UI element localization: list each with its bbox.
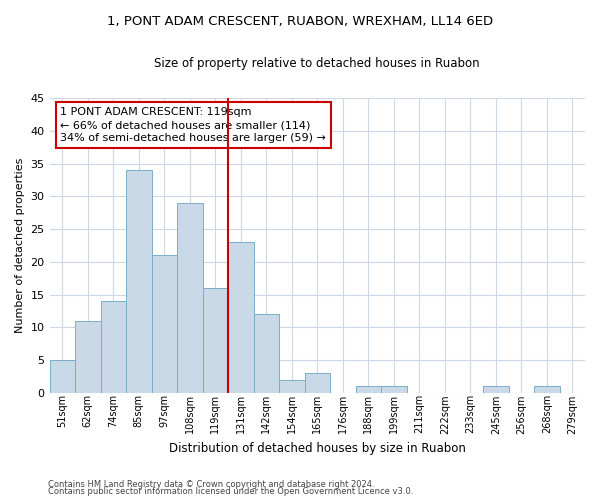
Bar <box>483 386 509 393</box>
Bar <box>126 170 152 393</box>
Bar <box>152 255 177 393</box>
Text: 1 PONT ADAM CRESCENT: 119sqm
← 66% of detached houses are smaller (114)
34% of s: 1 PONT ADAM CRESCENT: 119sqm ← 66% of de… <box>60 107 326 144</box>
Bar <box>177 203 203 393</box>
X-axis label: Distribution of detached houses by size in Ruabon: Distribution of detached houses by size … <box>169 442 466 455</box>
Text: 1, PONT ADAM CRESCENT, RUABON, WREXHAM, LL14 6ED: 1, PONT ADAM CRESCENT, RUABON, WREXHAM, … <box>107 15 493 28</box>
Bar <box>50 360 75 393</box>
Bar <box>228 242 254 393</box>
Bar <box>356 386 381 393</box>
Y-axis label: Number of detached properties: Number of detached properties <box>15 158 25 333</box>
Text: Contains public sector information licensed under the Open Government Licence v3: Contains public sector information licen… <box>48 488 413 496</box>
Bar <box>305 373 330 393</box>
Bar <box>75 320 101 393</box>
Title: Size of property relative to detached houses in Ruabon: Size of property relative to detached ho… <box>154 58 480 70</box>
Text: Contains HM Land Registry data © Crown copyright and database right 2024.: Contains HM Land Registry data © Crown c… <box>48 480 374 489</box>
Bar <box>101 301 126 393</box>
Bar <box>381 386 407 393</box>
Bar <box>203 288 228 393</box>
Bar <box>254 314 279 393</box>
Bar <box>534 386 560 393</box>
Bar <box>279 380 305 393</box>
